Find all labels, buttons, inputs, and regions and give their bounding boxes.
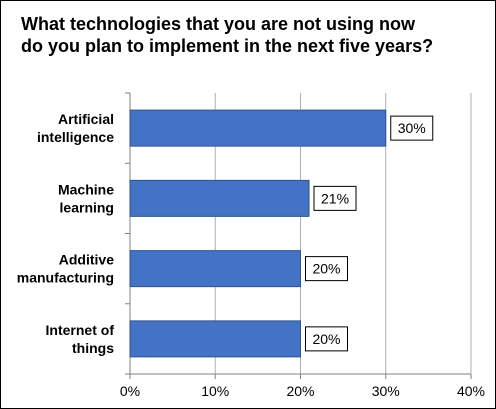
category-label-1-1: learning bbox=[60, 199, 114, 215]
category-label-2-1: manufacturing bbox=[17, 270, 114, 286]
category-label-0-0: Artificial bbox=[58, 111, 114, 127]
chart-title-line-1: What technologies that you are not using… bbox=[21, 14, 416, 34]
category-label-2-0: Additive bbox=[59, 252, 114, 268]
category-label-1-0: Machine bbox=[58, 181, 114, 197]
bar-1 bbox=[129, 179, 310, 217]
data-label-box-3 bbox=[305, 326, 348, 352]
x-tick-label-10: 10% bbox=[201, 383, 229, 399]
chart-title: What technologies that you are not using… bbox=[21, 13, 481, 57]
data-label-2: 20% bbox=[312, 261, 340, 277]
category-label-3-0: Internet of bbox=[46, 322, 115, 338]
x-tick-label-20: 20% bbox=[286, 383, 314, 399]
bar-0 bbox=[129, 109, 387, 147]
bar-3 bbox=[129, 320, 301, 358]
x-tick-label-40: 40% bbox=[457, 383, 485, 399]
x-tick-label-30: 30% bbox=[372, 383, 400, 399]
data-label-1: 21% bbox=[321, 190, 349, 206]
category-label-0-1: intelligence bbox=[37, 129, 114, 145]
data-label-box-0 bbox=[390, 115, 434, 141]
category-label-3-1: things bbox=[72, 340, 114, 356]
x-tick-label-0: 0% bbox=[120, 383, 140, 399]
data-label-box-1 bbox=[313, 185, 357, 211]
chart-title-line-2: do you plan to implement in the next fiv… bbox=[21, 36, 434, 56]
data-label-0: 30% bbox=[398, 120, 426, 136]
bar-2 bbox=[129, 250, 301, 288]
data-label-3: 20% bbox=[312, 331, 340, 347]
data-label-box-2 bbox=[305, 256, 348, 282]
